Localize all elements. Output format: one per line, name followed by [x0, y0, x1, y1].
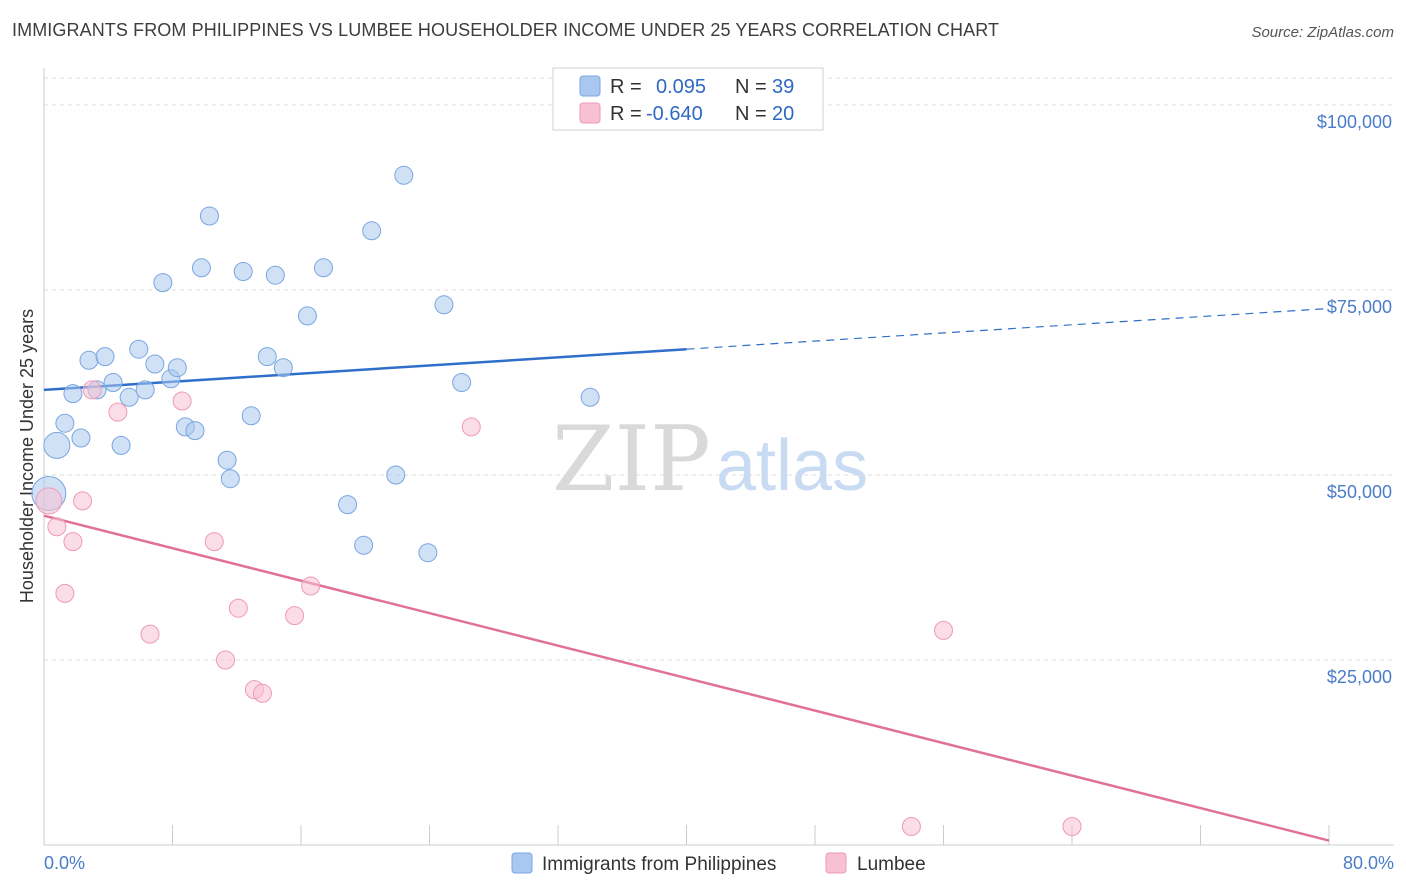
point-s0-9	[111, 435, 131, 455]
point-s0-21	[217, 450, 237, 470]
point-s0-26	[265, 265, 285, 285]
y-axis-label: Householder Income Under 25 years	[17, 309, 37, 603]
point-s0-2	[55, 413, 75, 433]
trend-lines	[43, 307, 1330, 842]
point-s1-19	[1062, 817, 1082, 836]
point-s1-8	[172, 391, 192, 411]
point-s0-31	[354, 535, 374, 555]
point-s0-37	[452, 373, 472, 392]
point-s1-0	[35, 487, 63, 515]
watermark: ZIP atlas	[552, 407, 868, 512]
series-legend-label-lumbee: Lumbee	[857, 854, 926, 875]
point-s1-16	[461, 417, 481, 437]
point-s0-3	[63, 384, 83, 404]
chart-title: IMMIGRANTS FROM PHILIPPINES VS LUMBEE HO…	[12, 20, 1000, 40]
legend-r-value-lumbee: -0.640	[646, 103, 703, 125]
point-s0-33	[386, 465, 406, 485]
point-s1-11	[228, 598, 248, 618]
point-s0-27	[273, 358, 293, 378]
y-tick-labels: $25,000 $50,000 $75,000 $100,000	[1317, 112, 1392, 687]
series-legend-swatch-lumbee	[825, 852, 847, 874]
y-tick-label-2: $75,000	[1327, 297, 1392, 317]
stats-legend: R = 0.095 N = 39 R = -0.640 N = 20	[552, 67, 824, 131]
point-s0-12	[135, 380, 155, 400]
x-tick-label-min: 0.0%	[44, 853, 85, 873]
point-s0-7	[95, 347, 115, 367]
x-tick-label-max: 80.0%	[1343, 853, 1394, 873]
trend-line-extension-0	[686, 307, 1330, 350]
series-legend: Immigrants from Philippines Lumbee	[511, 852, 926, 875]
point-s0-18	[185, 421, 205, 441]
point-s1-15	[301, 576, 321, 596]
axes	[43, 68, 1394, 846]
point-s0-8	[103, 373, 123, 392]
point-s1-7	[140, 624, 160, 644]
y-tick-label-1: $50,000	[1327, 482, 1392, 502]
point-s0-35	[418, 543, 438, 563]
point-s0-22	[220, 469, 240, 489]
point-s1-3	[63, 532, 83, 552]
legend-r-label-philippines: R =	[610, 76, 642, 98]
point-s1-6	[108, 402, 128, 422]
watermark-atlas: atlas	[716, 426, 868, 506]
legend-r-value-philippines: 0.095	[656, 76, 706, 98]
point-s1-4	[73, 491, 93, 511]
point-s0-28	[297, 306, 317, 326]
point-s0-11	[129, 339, 149, 359]
point-s0-13	[145, 354, 165, 374]
legend-n-value-lumbee: 20	[772, 103, 794, 125]
point-s0-16	[167, 358, 187, 378]
point-s0-25	[257, 347, 277, 367]
point-s1-2	[55, 583, 75, 603]
point-s1-5	[82, 380, 102, 400]
point-s0-38	[580, 387, 600, 407]
point-s0-24	[241, 406, 261, 426]
legend-swatch-lumbee	[579, 102, 601, 124]
point-s1-13	[252, 683, 272, 703]
point-s0-30	[338, 495, 358, 515]
point-s0-1	[43, 431, 71, 459]
y-tick-label-0: $25,000	[1327, 667, 1392, 687]
data-points	[31, 165, 1082, 836]
point-s0-5	[79, 350, 99, 370]
y-tick-label-3: $100,000	[1317, 112, 1392, 132]
watermark-zip: ZIP	[552, 407, 711, 512]
legend-n-value-philippines: 39	[772, 76, 794, 98]
point-s0-10	[119, 387, 139, 407]
point-s0-32	[362, 221, 382, 241]
point-s1-1	[47, 517, 67, 537]
point-s0-23	[233, 262, 253, 281]
legend-swatch-philippines	[579, 75, 601, 97]
point-s0-19	[191, 258, 211, 278]
point-s1-14	[285, 606, 305, 626]
point-s0-14	[153, 273, 173, 293]
point-s0-34	[394, 165, 414, 185]
x-ticks	[172, 825, 1330, 845]
legend-n-label-philippines: N =	[735, 76, 767, 98]
point-s1-18	[934, 620, 953, 640]
chart-source: Source: ZipAtlas.com	[1251, 24, 1394, 41]
point-s1-9	[204, 532, 224, 552]
gridlines	[44, 77, 1394, 661]
series-legend-label-philippines: Immigrants from Philippines	[542, 854, 776, 875]
point-s0-20	[199, 206, 219, 226]
point-s0-4	[71, 428, 91, 448]
point-s0-29	[313, 258, 333, 278]
trend-line-1	[43, 514, 1330, 842]
point-s0-36	[434, 295, 454, 315]
legend-n-label-lumbee: N =	[735, 103, 767, 125]
point-s1-17	[901, 817, 921, 836]
series-legend-swatch-philippines	[511, 852, 533, 874]
point-s1-10	[216, 650, 236, 670]
legend-r-label-lumbee: R =	[610, 103, 642, 125]
